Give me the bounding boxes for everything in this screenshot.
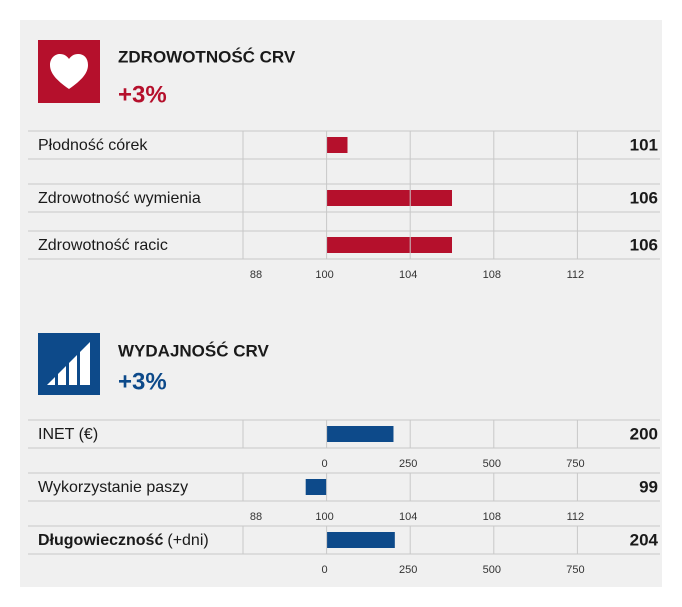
panel [20, 20, 662, 587]
x-tick-label: 108 [483, 269, 501, 281]
x-tick-label: 500 [483, 564, 501, 576]
x-tick-label: 0 [322, 564, 328, 576]
row-label: INET (€) [38, 426, 98, 443]
row-label: Zdrowotność racic [38, 237, 168, 254]
x-tick-label: 250 [399, 458, 417, 470]
bar [326, 532, 395, 548]
section-subtitle: +3% [118, 368, 167, 395]
value-label: 101 [630, 135, 658, 154]
x-tick-label: 112 [567, 269, 585, 281]
row-label: Wykorzystanie paszy [38, 479, 188, 496]
bar [305, 479, 327, 495]
x-tick-label: 100 [315, 269, 333, 281]
row-label: Płodność córek [38, 137, 148, 154]
bar [326, 137, 348, 153]
value-label: 200 [630, 424, 658, 443]
x-tick-label: 112 [567, 511, 585, 523]
x-tick-label: 104 [399, 269, 417, 281]
x-tick-label: 250 [399, 564, 417, 576]
value-label: 99 [639, 477, 658, 496]
section-title: ZDROWOTNOŚĆ CRV [118, 47, 296, 66]
x-tick-label: 104 [399, 511, 417, 523]
x-tick-label: 88 [250, 269, 262, 281]
row-label: Długowieczność [38, 532, 163, 549]
heart-icon [38, 40, 100, 103]
x-tick-label: 750 [566, 564, 584, 576]
x-tick-label: 100 [315, 511, 333, 523]
bars-icon [38, 333, 100, 395]
section-title: WYDAJNOŚĆ CRV [118, 341, 269, 360]
x-tick-label: 88 [250, 511, 262, 523]
x-tick-label: 108 [483, 511, 501, 523]
bar [326, 426, 394, 442]
x-tick-label: 500 [483, 458, 501, 470]
row-label-suffix: (+dni) [167, 532, 208, 549]
bar [326, 237, 452, 253]
row-label: Zdrowotność wymienia [38, 190, 201, 207]
value-label: 106 [630, 235, 658, 254]
value-label: 106 [630, 188, 658, 207]
x-tick-label: 750 [566, 458, 584, 470]
bar [326, 190, 452, 206]
x-tick-label: 0 [322, 458, 328, 470]
section-subtitle: +3% [118, 81, 167, 108]
value-label: 204 [630, 530, 659, 549]
